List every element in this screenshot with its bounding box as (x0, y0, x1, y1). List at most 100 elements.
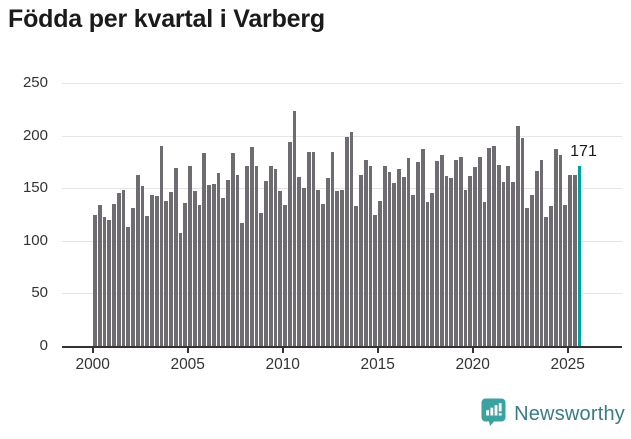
bar (230, 153, 235, 346)
bar (249, 147, 254, 346)
bar (116, 193, 121, 346)
bar (102, 216, 107, 346)
bar (97, 205, 102, 346)
y-axis-tick-label: 50 (31, 284, 48, 302)
bar (444, 175, 449, 346)
bar (131, 208, 135, 346)
bar (126, 227, 131, 346)
y-axis-tick-label: 0 (39, 337, 48, 354)
bar (287, 141, 292, 346)
bar (240, 222, 245, 346)
bar (197, 205, 202, 346)
bar (382, 166, 387, 346)
bar (178, 233, 183, 346)
bar (278, 191, 283, 346)
bar (188, 166, 192, 346)
y-axis-tick-label: 200 (22, 126, 48, 144)
bar (530, 194, 534, 346)
bar (425, 201, 430, 346)
bar (335, 191, 340, 346)
bar (216, 173, 221, 346)
bar (93, 214, 97, 346)
bar (544, 216, 549, 346)
bar (192, 191, 197, 346)
bar (273, 169, 278, 346)
bar (183, 202, 188, 346)
bar (563, 205, 568, 346)
bar (401, 176, 406, 346)
bar (511, 181, 515, 346)
bar (154, 195, 159, 346)
bar (268, 166, 273, 346)
plot-area (62, 83, 622, 348)
newsworthy-attribution: Newsworthy (480, 397, 625, 432)
bar (520, 137, 525, 346)
newsworthy-logo-text: Newsworthy (514, 403, 625, 425)
x-axis-tick (471, 348, 474, 353)
bar (553, 149, 558, 346)
bar (340, 190, 344, 346)
bar (349, 132, 354, 346)
bar (306, 152, 311, 346)
bar (568, 174, 572, 346)
bar (283, 205, 287, 346)
bar (264, 180, 268, 346)
y-axis-tick-label: 150 (22, 179, 48, 197)
bar (150, 194, 154, 346)
bar (492, 146, 496, 346)
bar (235, 174, 240, 346)
bar (572, 174, 577, 346)
bar (354, 206, 359, 346)
bar (359, 174, 363, 346)
bar (416, 161, 420, 346)
gridline (62, 188, 622, 190)
bar (430, 193, 435, 346)
bar (458, 156, 463, 346)
bar (406, 157, 411, 346)
bar (344, 136, 349, 346)
bar (397, 169, 401, 346)
bar (420, 149, 425, 346)
bar (169, 192, 173, 346)
bar (435, 160, 439, 346)
bar (226, 179, 230, 346)
x-axis-tick (186, 348, 189, 353)
bar (487, 148, 492, 346)
bar (515, 126, 520, 346)
bar (330, 152, 335, 346)
bar (325, 177, 330, 346)
x-axis-tick-label: 2000 (75, 356, 110, 373)
bar (221, 197, 226, 346)
x-axis-tick-label: 2025 (550, 356, 585, 373)
bar (311, 152, 316, 346)
y-axis-tick-label: 100 (22, 231, 48, 249)
bar (112, 203, 116, 346)
x-axis-tick-label: 2015 (360, 356, 395, 373)
bar (463, 190, 468, 346)
bar (211, 184, 216, 346)
highlighted-bar (577, 166, 582, 346)
bar (159, 146, 164, 346)
bar (378, 200, 382, 346)
bar (302, 188, 306, 346)
bar (482, 201, 487, 346)
bar (145, 215, 150, 346)
x-axis-tick-label: 2010 (265, 356, 300, 373)
bar (373, 214, 378, 346)
chart-title: Födda per kvartal i Varberg (8, 5, 325, 33)
bar (496, 165, 501, 346)
bar (164, 200, 169, 346)
bar (549, 206, 553, 346)
bar (321, 203, 325, 346)
bar (454, 159, 458, 346)
x-axis-tick-label: 2020 (455, 356, 490, 373)
x-axis-tick-label: 2005 (170, 356, 205, 373)
bar (449, 177, 454, 346)
bar (363, 159, 368, 346)
bar (501, 181, 506, 346)
bar (316, 190, 321, 346)
gridline (62, 135, 622, 137)
bar (207, 185, 211, 346)
bar (411, 194, 416, 346)
